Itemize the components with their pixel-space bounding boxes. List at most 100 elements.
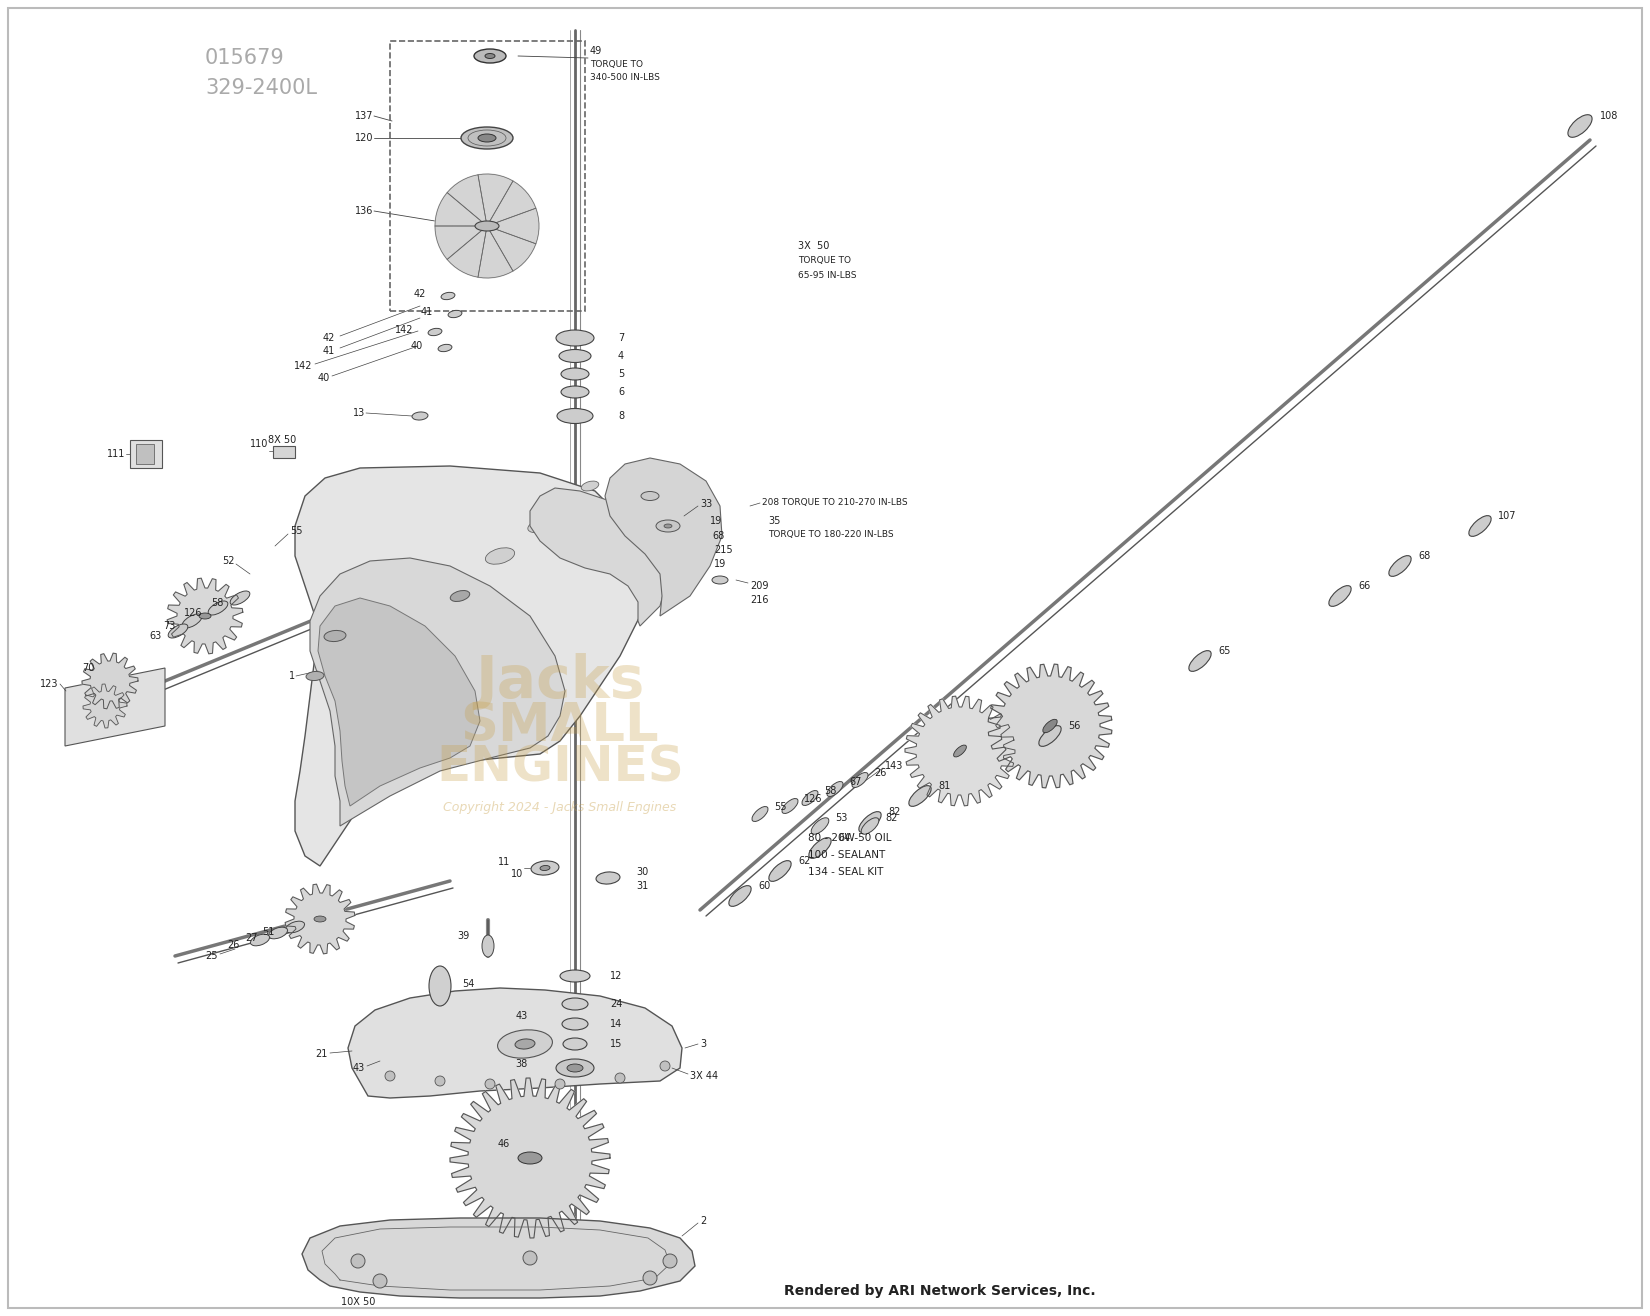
Polygon shape	[302, 1219, 695, 1298]
Text: 54: 54	[462, 979, 475, 990]
Text: 55: 55	[774, 801, 787, 812]
Bar	[389, 41, 586, 311]
Text: 136: 136	[355, 207, 373, 216]
Polygon shape	[606, 458, 723, 616]
Text: 100 - SEALANT: 100 - SEALANT	[808, 850, 886, 859]
Text: 3X 44: 3X 44	[690, 1071, 718, 1080]
Ellipse shape	[861, 817, 879, 834]
Text: 26: 26	[874, 769, 886, 778]
Ellipse shape	[561, 386, 589, 397]
Text: 58: 58	[823, 786, 837, 796]
Text: 49: 49	[591, 46, 602, 57]
Ellipse shape	[475, 221, 498, 232]
Text: 55: 55	[290, 526, 302, 536]
Ellipse shape	[563, 1019, 587, 1030]
Text: 58: 58	[211, 597, 224, 608]
Text: 10: 10	[512, 869, 523, 879]
Text: 107: 107	[1498, 511, 1516, 521]
Text: 3X  50: 3X 50	[799, 241, 830, 251]
Text: 216: 216	[751, 595, 769, 605]
Ellipse shape	[802, 791, 818, 805]
Text: 015679: 015679	[205, 47, 285, 68]
Ellipse shape	[561, 496, 579, 507]
Polygon shape	[447, 226, 487, 278]
Text: 82: 82	[884, 813, 898, 822]
Text: 35: 35	[767, 516, 780, 526]
Text: 19: 19	[714, 559, 726, 569]
Text: 340-500 IN-LBS: 340-500 IN-LBS	[591, 72, 660, 82]
Ellipse shape	[713, 576, 728, 584]
Text: Jacks: Jacks	[475, 653, 645, 709]
Ellipse shape	[729, 886, 751, 907]
Text: 12: 12	[610, 971, 622, 980]
Text: 137: 137	[355, 111, 373, 121]
Text: 40: 40	[318, 372, 330, 383]
Ellipse shape	[323, 630, 346, 642]
Polygon shape	[487, 180, 536, 226]
Ellipse shape	[752, 807, 767, 821]
Polygon shape	[348, 988, 681, 1098]
Text: 24: 24	[610, 999, 622, 1009]
Circle shape	[373, 1274, 388, 1288]
Text: 21: 21	[315, 1049, 328, 1059]
Ellipse shape	[556, 330, 594, 346]
Text: 73: 73	[163, 621, 177, 630]
Text: 38: 38	[516, 1059, 528, 1069]
Ellipse shape	[450, 591, 470, 601]
Ellipse shape	[434, 580, 487, 611]
Text: 42: 42	[414, 290, 426, 299]
Ellipse shape	[460, 128, 513, 149]
Text: 64: 64	[838, 833, 850, 844]
Ellipse shape	[314, 916, 327, 923]
Polygon shape	[436, 192, 487, 226]
Ellipse shape	[528, 520, 553, 533]
Text: 134 - SEAL KIT: 134 - SEAL KIT	[808, 867, 883, 876]
Polygon shape	[318, 597, 480, 805]
Bar	[130, 440, 162, 468]
Ellipse shape	[474, 49, 507, 63]
Text: TORQUE TO 180-220 IN-LBS: TORQUE TO 180-220 IN-LBS	[767, 529, 894, 538]
Text: 65-95 IN-LBS: 65-95 IN-LBS	[799, 271, 856, 279]
Polygon shape	[310, 558, 564, 826]
Text: 2: 2	[700, 1216, 706, 1227]
Text: TORQUE TO: TORQUE TO	[591, 59, 644, 68]
Text: 142: 142	[394, 325, 412, 336]
Ellipse shape	[200, 613, 211, 619]
Text: 82: 82	[888, 807, 901, 817]
Text: 14: 14	[610, 1019, 622, 1029]
Text: 142: 142	[294, 361, 312, 371]
Text: TORQUE TO: TORQUE TO	[799, 257, 851, 266]
Text: 66: 66	[1358, 580, 1369, 591]
Ellipse shape	[305, 671, 323, 680]
Text: 13: 13	[353, 408, 365, 418]
Ellipse shape	[559, 350, 591, 362]
Circle shape	[660, 1061, 670, 1071]
Circle shape	[523, 1252, 536, 1265]
Text: 15: 15	[610, 1040, 622, 1049]
Polygon shape	[478, 226, 513, 278]
Ellipse shape	[285, 921, 305, 933]
Ellipse shape	[540, 866, 549, 870]
Text: 110: 110	[249, 440, 267, 449]
Text: 215: 215	[714, 545, 733, 555]
Text: 123: 123	[40, 679, 58, 690]
Text: 11: 11	[498, 857, 510, 867]
Polygon shape	[295, 466, 645, 866]
Text: 108: 108	[1600, 111, 1619, 121]
Text: 3: 3	[700, 1040, 706, 1049]
Text: 46: 46	[498, 1140, 510, 1149]
Ellipse shape	[596, 873, 620, 884]
Polygon shape	[530, 488, 668, 626]
Text: 30: 30	[635, 867, 648, 876]
Ellipse shape	[515, 1038, 535, 1049]
Text: 68: 68	[713, 530, 724, 541]
Text: SMALL: SMALL	[460, 700, 660, 751]
Text: 60: 60	[757, 880, 771, 891]
Ellipse shape	[269, 928, 287, 938]
Text: 7: 7	[619, 333, 624, 343]
Text: 53: 53	[835, 813, 848, 822]
Ellipse shape	[518, 1152, 541, 1163]
Text: 120: 120	[355, 133, 373, 143]
Text: 6: 6	[619, 387, 624, 397]
Text: 8X 50: 8X 50	[267, 436, 297, 445]
